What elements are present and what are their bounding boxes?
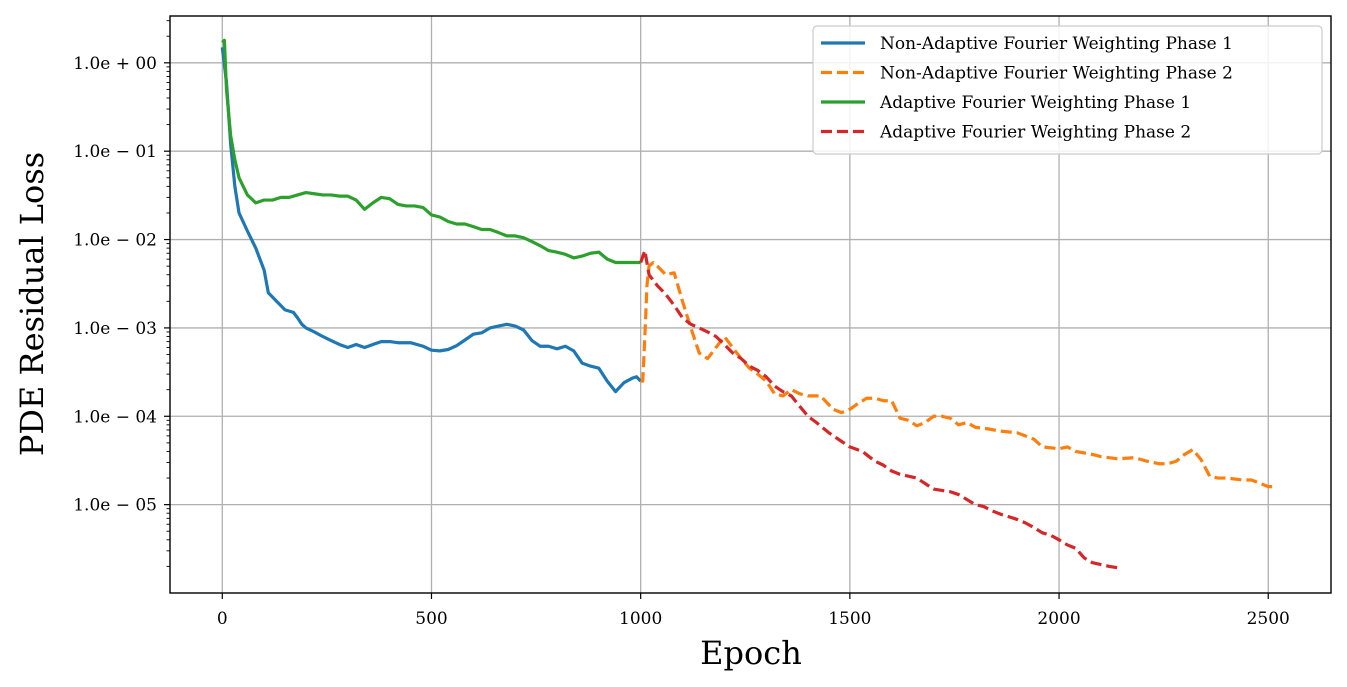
y-tick-label: 1.0e − 01 bbox=[73, 142, 157, 162]
y-tick-label: 1.0e − 04 bbox=[73, 407, 157, 427]
legend-label: Adaptive Fourier Weighting Phase 1 bbox=[879, 93, 1191, 113]
y-tick-label: 1.0e − 03 bbox=[73, 319, 157, 339]
legend-label: Non-Adaptive Fourier Weighting Phase 1 bbox=[880, 34, 1233, 54]
series-group bbox=[220, 38, 1277, 570]
y-tick-label: 1.0e − 05 bbox=[73, 496, 157, 516]
x-axis-label: Epoch bbox=[700, 634, 802, 672]
y-tick-label: 1.0e + 00 bbox=[73, 54, 157, 74]
legend-label: Non-Adaptive Fourier Weighting Phase 2 bbox=[880, 64, 1233, 84]
series-line-non-adaptive-fourier-weighting-phase-2 bbox=[640, 260, 1277, 489]
x-tick-label: 500 bbox=[415, 609, 447, 629]
y-axis-label: PDE Residual Loss bbox=[13, 152, 51, 456]
series-line-adaptive-fourier-weighting-phase-1 bbox=[221, 38, 641, 265]
x-tick-label: 2000 bbox=[1037, 609, 1080, 629]
plot-frame bbox=[169, 15, 1332, 594]
x-tick-label: 0 bbox=[217, 609, 228, 629]
x-tick-label: 1500 bbox=[828, 609, 871, 629]
legend-label: Adaptive Fourier Weighting Phase 2 bbox=[879, 123, 1191, 143]
legend: Non-Adaptive Fourier Weighting Phase 1 No… bbox=[812, 25, 1323, 155]
legend-box bbox=[812, 25, 1323, 155]
x-tick-label: 2500 bbox=[1247, 609, 1290, 629]
x-tick-label: 1000 bbox=[619, 609, 662, 629]
series-line-non-adaptive-fourier-weighting-phase-1 bbox=[220, 47, 642, 394]
series-line-adaptive-fourier-weighting-phase-2 bbox=[639, 248, 1123, 570]
y-tick-label: 1.0e − 02 bbox=[73, 231, 157, 251]
ticks-group: 0 500 1000 1500 2000 2500 1.0e + 00 1.0e − 01 1.… bbox=[73, 20, 1290, 629]
